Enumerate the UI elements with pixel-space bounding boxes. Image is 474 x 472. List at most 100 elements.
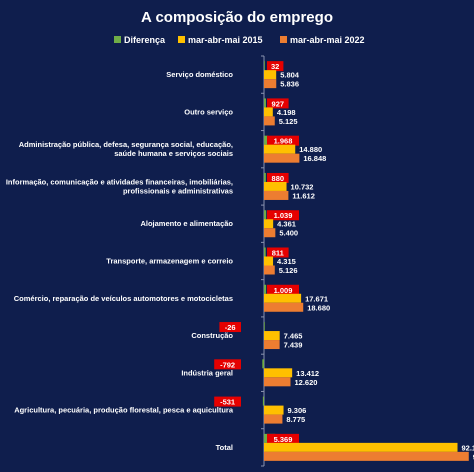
data-label-2015: 5.804 <box>280 71 300 80</box>
category-label-line: Outro serviço <box>184 107 233 116</box>
category-label-line: saúde humana e serviços sociais <box>114 149 233 158</box>
data-label-2022: 7.439 <box>284 341 303 350</box>
category-label: Outro serviço <box>184 107 233 116</box>
data-label-2022: 18.680 <box>307 303 330 312</box>
category-label-line: Construção <box>191 331 233 340</box>
chart-title: A composição do emprego <box>141 9 333 26</box>
category-label: Informação, comunicação e atividades fin… <box>6 177 233 195</box>
bar-2015 <box>264 70 277 80</box>
bar-2022 <box>264 116 275 126</box>
legend-label: Diferença <box>124 35 166 45</box>
bar-diferenca <box>264 284 267 294</box>
bar-diferenca <box>264 61 265 71</box>
data-label-2015: 7.465 <box>284 332 303 341</box>
bar-diferenca <box>264 135 269 145</box>
data-label-2022: 11.612 <box>292 191 315 200</box>
data-label-2022: 5.126 <box>279 266 298 275</box>
category-label: Total <box>216 443 233 452</box>
legend-label: mar-abr-mai 2015 <box>188 35 263 45</box>
data-label-2015: 92.147 <box>462 443 474 452</box>
bar-2015 <box>264 107 273 117</box>
category-label: Comércio, reparação de veículos automoto… <box>14 294 233 303</box>
category-label: Serviço doméstico <box>166 70 233 79</box>
diff-label-box <box>267 433 299 444</box>
category-label: Alojamento e alimentação <box>140 219 233 228</box>
category-label: Agricultura, pecuária, produção floresta… <box>14 406 234 415</box>
bar-diferenca <box>264 210 267 220</box>
diff-label-box <box>267 247 289 258</box>
data-label-2022: 5.400 <box>279 229 298 238</box>
diff-label-box <box>267 135 299 146</box>
category-label-line: Total <box>216 443 233 452</box>
bar-2022 <box>264 79 277 89</box>
bar-2015 <box>264 256 274 266</box>
diff-label-box <box>267 61 284 72</box>
bar-2015 <box>264 405 284 415</box>
diff-data-label: 32 <box>271 62 279 71</box>
legend-swatch <box>178 36 185 43</box>
diff-data-label: 880 <box>272 174 285 183</box>
bar-2022 <box>264 190 289 200</box>
category-label-line: Indústria geral <box>181 368 233 377</box>
data-label-2015: 4.361 <box>277 220 296 229</box>
category-label: Administração pública, defesa, segurança… <box>19 140 233 158</box>
diff-data-label: 1.968 <box>274 137 293 146</box>
data-label-2022: 5.125 <box>279 117 298 126</box>
category-label-line: Alojamento e alimentação <box>140 219 233 228</box>
category-label-line: Administração pública, defesa, segurança… <box>19 140 233 149</box>
legend-swatch <box>114 36 121 43</box>
bar-2022 <box>264 302 304 312</box>
bar-2015 <box>264 331 280 341</box>
data-label-2015: 9.306 <box>288 406 307 415</box>
bar-2015 <box>264 442 458 452</box>
bar-diferenca <box>264 98 266 108</box>
bar-2015 <box>264 144 296 154</box>
bar-2015 <box>264 181 287 191</box>
bar-diferenca <box>263 322 265 332</box>
category-label: Indústria geral <box>181 368 233 377</box>
bar-2022 <box>264 451 469 461</box>
diff-data-label: -26 <box>225 323 236 332</box>
diff-data-label: -792 <box>220 360 235 369</box>
bar-diferenca <box>264 172 266 182</box>
bar-diferenca <box>262 396 264 406</box>
category-label-line: profissionais e administrativas <box>123 186 233 195</box>
category-label-line: Agricultura, pecuária, produção floresta… <box>14 406 234 415</box>
diff-label-box <box>214 396 241 407</box>
diff-data-label: 927 <box>272 99 285 108</box>
legend-swatch <box>280 36 287 43</box>
bar-2022 <box>264 377 291 387</box>
category-label-line: Transporte, armazenagem e correio <box>106 257 233 266</box>
bar-2022 <box>264 153 300 163</box>
category-label: Transporte, armazenagem e correio <box>106 257 233 266</box>
bar-2022 <box>264 228 276 238</box>
data-label-2022: 8.775 <box>286 415 305 424</box>
data-label-2015: 4.315 <box>277 257 296 266</box>
diff-data-label: -531 <box>220 398 235 407</box>
diff-label-box <box>267 284 299 295</box>
bar-2015 <box>264 219 274 229</box>
diff-label-box <box>214 359 241 370</box>
diff-label-box <box>219 322 241 333</box>
bar-diferenca <box>262 359 264 369</box>
bar-2022 <box>264 414 283 424</box>
category-label-line: Serviço doméstico <box>166 70 233 79</box>
data-label-2015: 17.671 <box>305 294 328 303</box>
data-label-2022: 16.848 <box>303 154 326 163</box>
diff-label-box <box>267 98 289 109</box>
data-label-2015: 10.732 <box>291 182 314 191</box>
diff-data-label: 1.039 <box>274 211 293 220</box>
data-label-2015: 13.412 <box>296 369 319 378</box>
diff-label-box <box>267 210 299 221</box>
category-label-line: Comércio, reparação de veículos automoto… <box>14 294 233 303</box>
data-label-2015: 14.880 <box>299 145 322 154</box>
data-label-2022: 97.516 <box>473 452 474 461</box>
data-label-2015: 4.198 <box>277 108 296 117</box>
diff-data-label: 811 <box>272 249 284 258</box>
bar-2022 <box>264 340 280 350</box>
diff-data-label: 5.369 <box>274 435 293 444</box>
bar-diferenca <box>264 247 266 257</box>
data-label-2022: 12.620 <box>295 378 318 387</box>
